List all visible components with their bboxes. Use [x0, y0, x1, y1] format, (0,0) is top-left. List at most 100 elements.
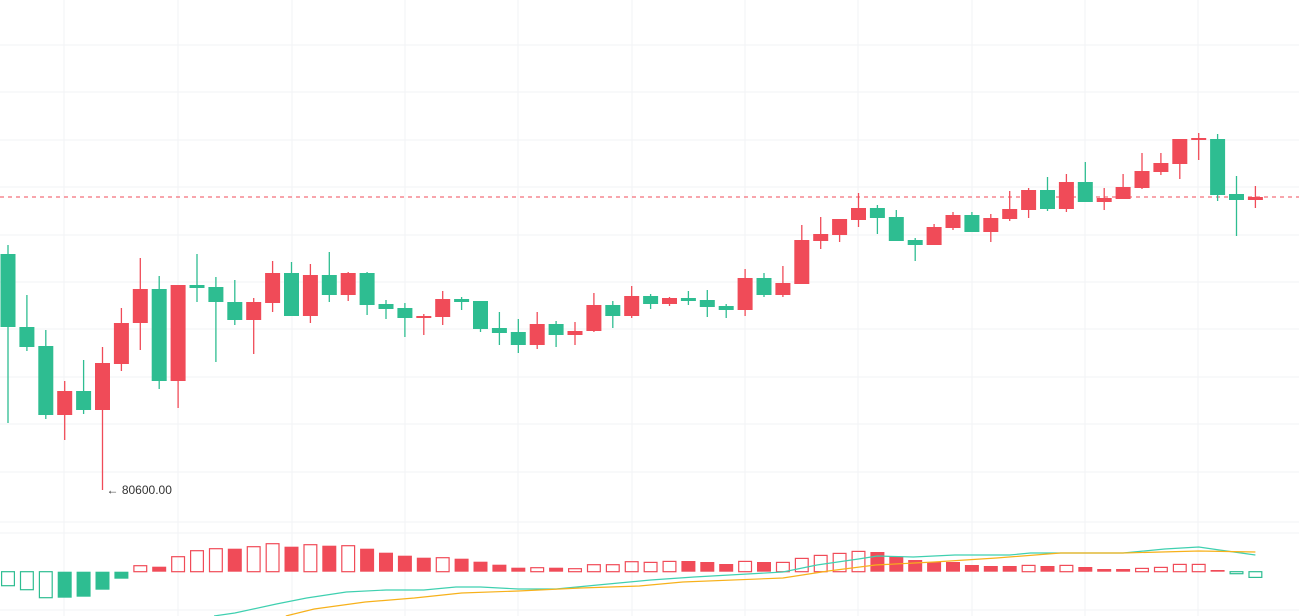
candle [0, 245, 16, 423]
candle-body [227, 302, 243, 320]
candle-body [1134, 171, 1150, 188]
candle-body [1002, 209, 1018, 219]
macd-bar [1248, 571, 1263, 579]
macd-bar [794, 557, 809, 573]
candle-body [491, 328, 507, 333]
candle [813, 217, 829, 249]
macd-bar [1116, 569, 1131, 572]
candle-body [265, 273, 281, 303]
candle-body [548, 324, 564, 335]
macd-bar [1172, 563, 1187, 573]
candle [95, 347, 110, 490]
candle [1172, 139, 1188, 179]
candle [1002, 191, 1018, 221]
candle-body [454, 299, 470, 302]
macd-bar [927, 562, 942, 572]
candle-body [1247, 197, 1263, 200]
candle-body [284, 273, 299, 316]
macd-dea-line [285, 550, 1256, 616]
candle-body [586, 305, 602, 331]
candle [586, 293, 602, 332]
candle-body [359, 273, 375, 305]
candle [888, 210, 904, 241]
candle [851, 193, 866, 227]
candle-body [38, 346, 54, 415]
macd-bar [38, 571, 53, 599]
candle-body [662, 298, 677, 304]
candle [1134, 153, 1150, 189]
macd-bar [284, 546, 299, 572]
candle-body [851, 208, 866, 220]
candle-body [1040, 190, 1055, 209]
candle [680, 291, 696, 305]
candle [605, 301, 621, 328]
macd-bar [775, 561, 790, 573]
candle-body [1191, 138, 1207, 140]
candle-body [1229, 194, 1244, 200]
macd-bar [133, 565, 148, 573]
candle-body [832, 219, 848, 235]
candle-body [1021, 190, 1037, 210]
macd-bar [757, 562, 771, 572]
candle [397, 303, 413, 337]
low-price-label: ← 80600.00 [107, 483, 173, 497]
candle [718, 304, 734, 318]
macd-bar [1, 571, 16, 587]
macd-bar [738, 560, 753, 573]
candle [302, 264, 318, 323]
candle [132, 258, 148, 350]
candle [567, 322, 583, 345]
macd-bar [624, 561, 639, 573]
candle [1191, 133, 1207, 160]
macd-bar [586, 564, 601, 573]
candle [491, 312, 507, 345]
candle [38, 330, 54, 419]
candle-body [699, 300, 715, 307]
macd-bar [681, 561, 696, 572]
candle [416, 314, 432, 335]
candle-body [246, 302, 262, 320]
macd-bar [719, 564, 734, 572]
candle [926, 224, 942, 245]
candle [1077, 162, 1093, 202]
candle-body [378, 304, 394, 309]
candle-body [113, 323, 129, 364]
macd-bar [190, 550, 205, 573]
candle-body [189, 285, 205, 288]
macd-bar [1134, 567, 1149, 573]
candle [1115, 174, 1131, 199]
candle-body [926, 227, 942, 245]
candle [737, 269, 753, 316]
macd-bar [964, 565, 979, 572]
candle [832, 219, 848, 242]
candle-body [151, 289, 167, 381]
macd-bar [1097, 569, 1112, 572]
candle [208, 277, 224, 362]
candle [510, 319, 526, 353]
candle [454, 297, 470, 310]
candle-body [1210, 139, 1226, 195]
macd-bar [1153, 566, 1168, 573]
candle [1096, 188, 1112, 210]
macd-bar [19, 571, 34, 591]
macd-bar [379, 552, 393, 572]
macd-bar [492, 564, 507, 572]
candle-body [529, 324, 545, 345]
macd-bar [435, 557, 450, 573]
macd-bar [397, 555, 412, 572]
macd-bar [700, 562, 715, 572]
macd-bar [57, 571, 72, 598]
candle-body [1172, 139, 1188, 164]
candle-body [340, 273, 356, 295]
candle-body [643, 296, 659, 304]
macd-bar [1229, 571, 1244, 575]
candle-body [321, 275, 337, 295]
candle [643, 294, 659, 309]
macd-bar [851, 550, 866, 573]
candle [340, 272, 356, 301]
macd-bar [416, 557, 431, 572]
macd-bar [341, 545, 356, 573]
macd-bar [227, 548, 242, 572]
